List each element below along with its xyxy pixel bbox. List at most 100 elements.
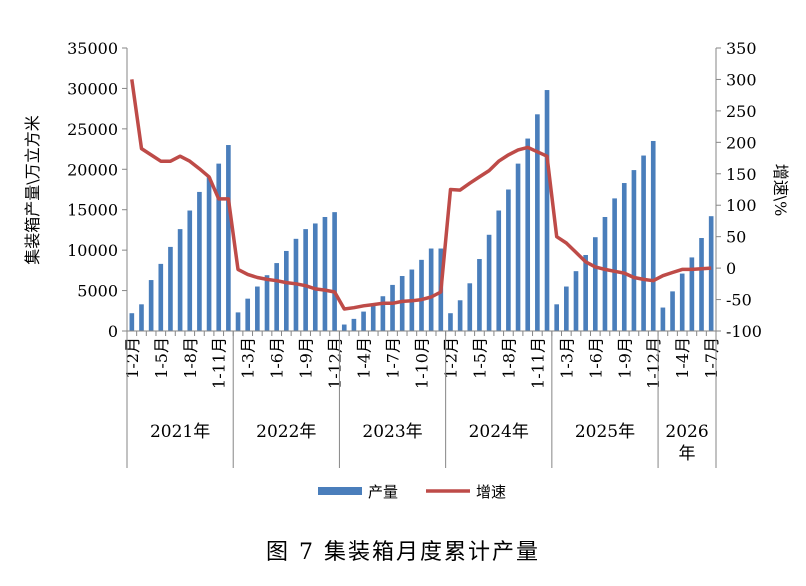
bar (148, 280, 154, 331)
left-axis-ticks: 0 5000 10000 15000 20000 25000 30000 35000 (67, 39, 127, 341)
bar (351, 318, 357, 331)
bar (312, 223, 318, 331)
bar (525, 138, 531, 331)
bar (621, 183, 627, 331)
y2-tick-label: 0 (726, 259, 736, 278)
bar (486, 234, 492, 331)
bar (139, 304, 144, 331)
bar (631, 170, 637, 331)
bar (467, 283, 473, 331)
bar (650, 140, 656, 331)
bar (168, 246, 173, 331)
y-tick-label: 25000 (67, 120, 118, 139)
bar (399, 276, 405, 331)
axes (126, 48, 717, 332)
y-tick-label: 15000 (67, 201, 118, 220)
bar (158, 263, 164, 331)
bar (679, 273, 685, 331)
bar (206, 177, 212, 331)
bar (235, 312, 241, 331)
group-label: 2026 年 (665, 422, 708, 464)
bar (419, 259, 424, 331)
bar (583, 254, 588, 331)
x-tick-label: 1-4月 (355, 337, 374, 379)
x-tick-label: 1-10月 (413, 337, 432, 389)
y2-tick-label: 100 (726, 196, 757, 215)
y2-tick-label: 300 (726, 70, 757, 89)
bar (660, 307, 666, 331)
year-groups: 2021年 2022年 2023年 2024年 2025年 2026 年 (126, 331, 717, 468)
growth-rate-line (130, 79, 712, 311)
x-tick-label: 1-9月 (615, 337, 634, 379)
bar (708, 216, 714, 331)
x-tick-label: 1-8月 (181, 337, 200, 379)
bar-series (129, 90, 714, 331)
bar (380, 296, 386, 331)
y-tick-label: 0 (108, 322, 118, 341)
chart: 0 5000 10000 15000 20000 25000 30000 35000 -100… (23, 39, 790, 501)
y2-tick-label: 250 (726, 102, 757, 121)
bar (535, 114, 540, 331)
x-tick-label: 1-8月 (499, 337, 518, 379)
y-tick-label: 10000 (67, 241, 118, 260)
x-axis-ticks: 1-2月 1-5月 1-8月 1-11月 1-3月 1-6月 1-9月 1-12月 1-4月 1-… (123, 331, 721, 389)
bar (612, 198, 617, 331)
legend-line-label: 增速 (476, 483, 506, 501)
bar (264, 275, 270, 331)
x-tick-label: 1-11月 (210, 337, 229, 389)
x-tick-label: 1-6月 (268, 337, 287, 379)
bar (255, 286, 260, 331)
bar (554, 304, 559, 331)
bar (274, 263, 279, 331)
bar (129, 313, 135, 331)
x-tick-label: 1-3月 (239, 337, 258, 379)
x-tick-label: 1-9月 (297, 337, 316, 379)
x-tick-label: 1-7月 (384, 337, 403, 379)
bar (341, 324, 347, 331)
right-axis-ticks: -100 -50 0 50 100 150 200 250 300 350 (716, 39, 762, 341)
legend-bar-label: 产量 (368, 483, 398, 501)
y2-tick-label: -100 (726, 322, 762, 341)
bar (689, 257, 695, 331)
bar (370, 304, 376, 331)
bar (496, 210, 502, 331)
x-tick-label: 1-3月 (557, 337, 576, 379)
bar (515, 163, 521, 331)
bar (322, 216, 328, 331)
bar (573, 271, 579, 331)
bar (245, 298, 251, 331)
bar (226, 145, 231, 331)
group-label: 2021年 (150, 422, 210, 442)
y-tick-label: 30000 (67, 79, 118, 98)
line-series (130, 79, 712, 311)
x-tick-label: 1-5月 (470, 337, 489, 379)
bar (284, 250, 289, 331)
bar (544, 90, 550, 331)
y2-tick-label: 150 (726, 165, 757, 184)
bar (506, 189, 511, 331)
y-tick-label: 35000 (67, 39, 118, 58)
bar (197, 191, 202, 331)
y2-tick-label: 350 (726, 39, 757, 58)
bar (428, 248, 434, 331)
x-tick-label: 1-7月 (702, 337, 721, 379)
y2-axis-title: 增速\% (771, 164, 790, 217)
bar (477, 259, 482, 331)
bar (592, 237, 598, 331)
bar (361, 311, 366, 331)
group-label: 2025年 (575, 422, 635, 442)
x-tick-label: 1-12月 (644, 337, 663, 389)
bar (303, 229, 308, 331)
x-tick-label: 1-2月 (442, 337, 461, 379)
y-tick-label: 20000 (67, 160, 118, 179)
y2-tick-label: 200 (726, 133, 757, 152)
bar (448, 313, 453, 331)
bar (332, 212, 337, 331)
bar (670, 291, 675, 331)
y2-tick-label: -50 (726, 291, 752, 310)
group-label: 2022年 (256, 422, 316, 442)
group-label: 2023年 (362, 422, 422, 442)
x-tick-label: 1-6月 (586, 337, 605, 379)
x-tick-label: 1-4月 (673, 337, 692, 379)
bar (699, 238, 704, 331)
